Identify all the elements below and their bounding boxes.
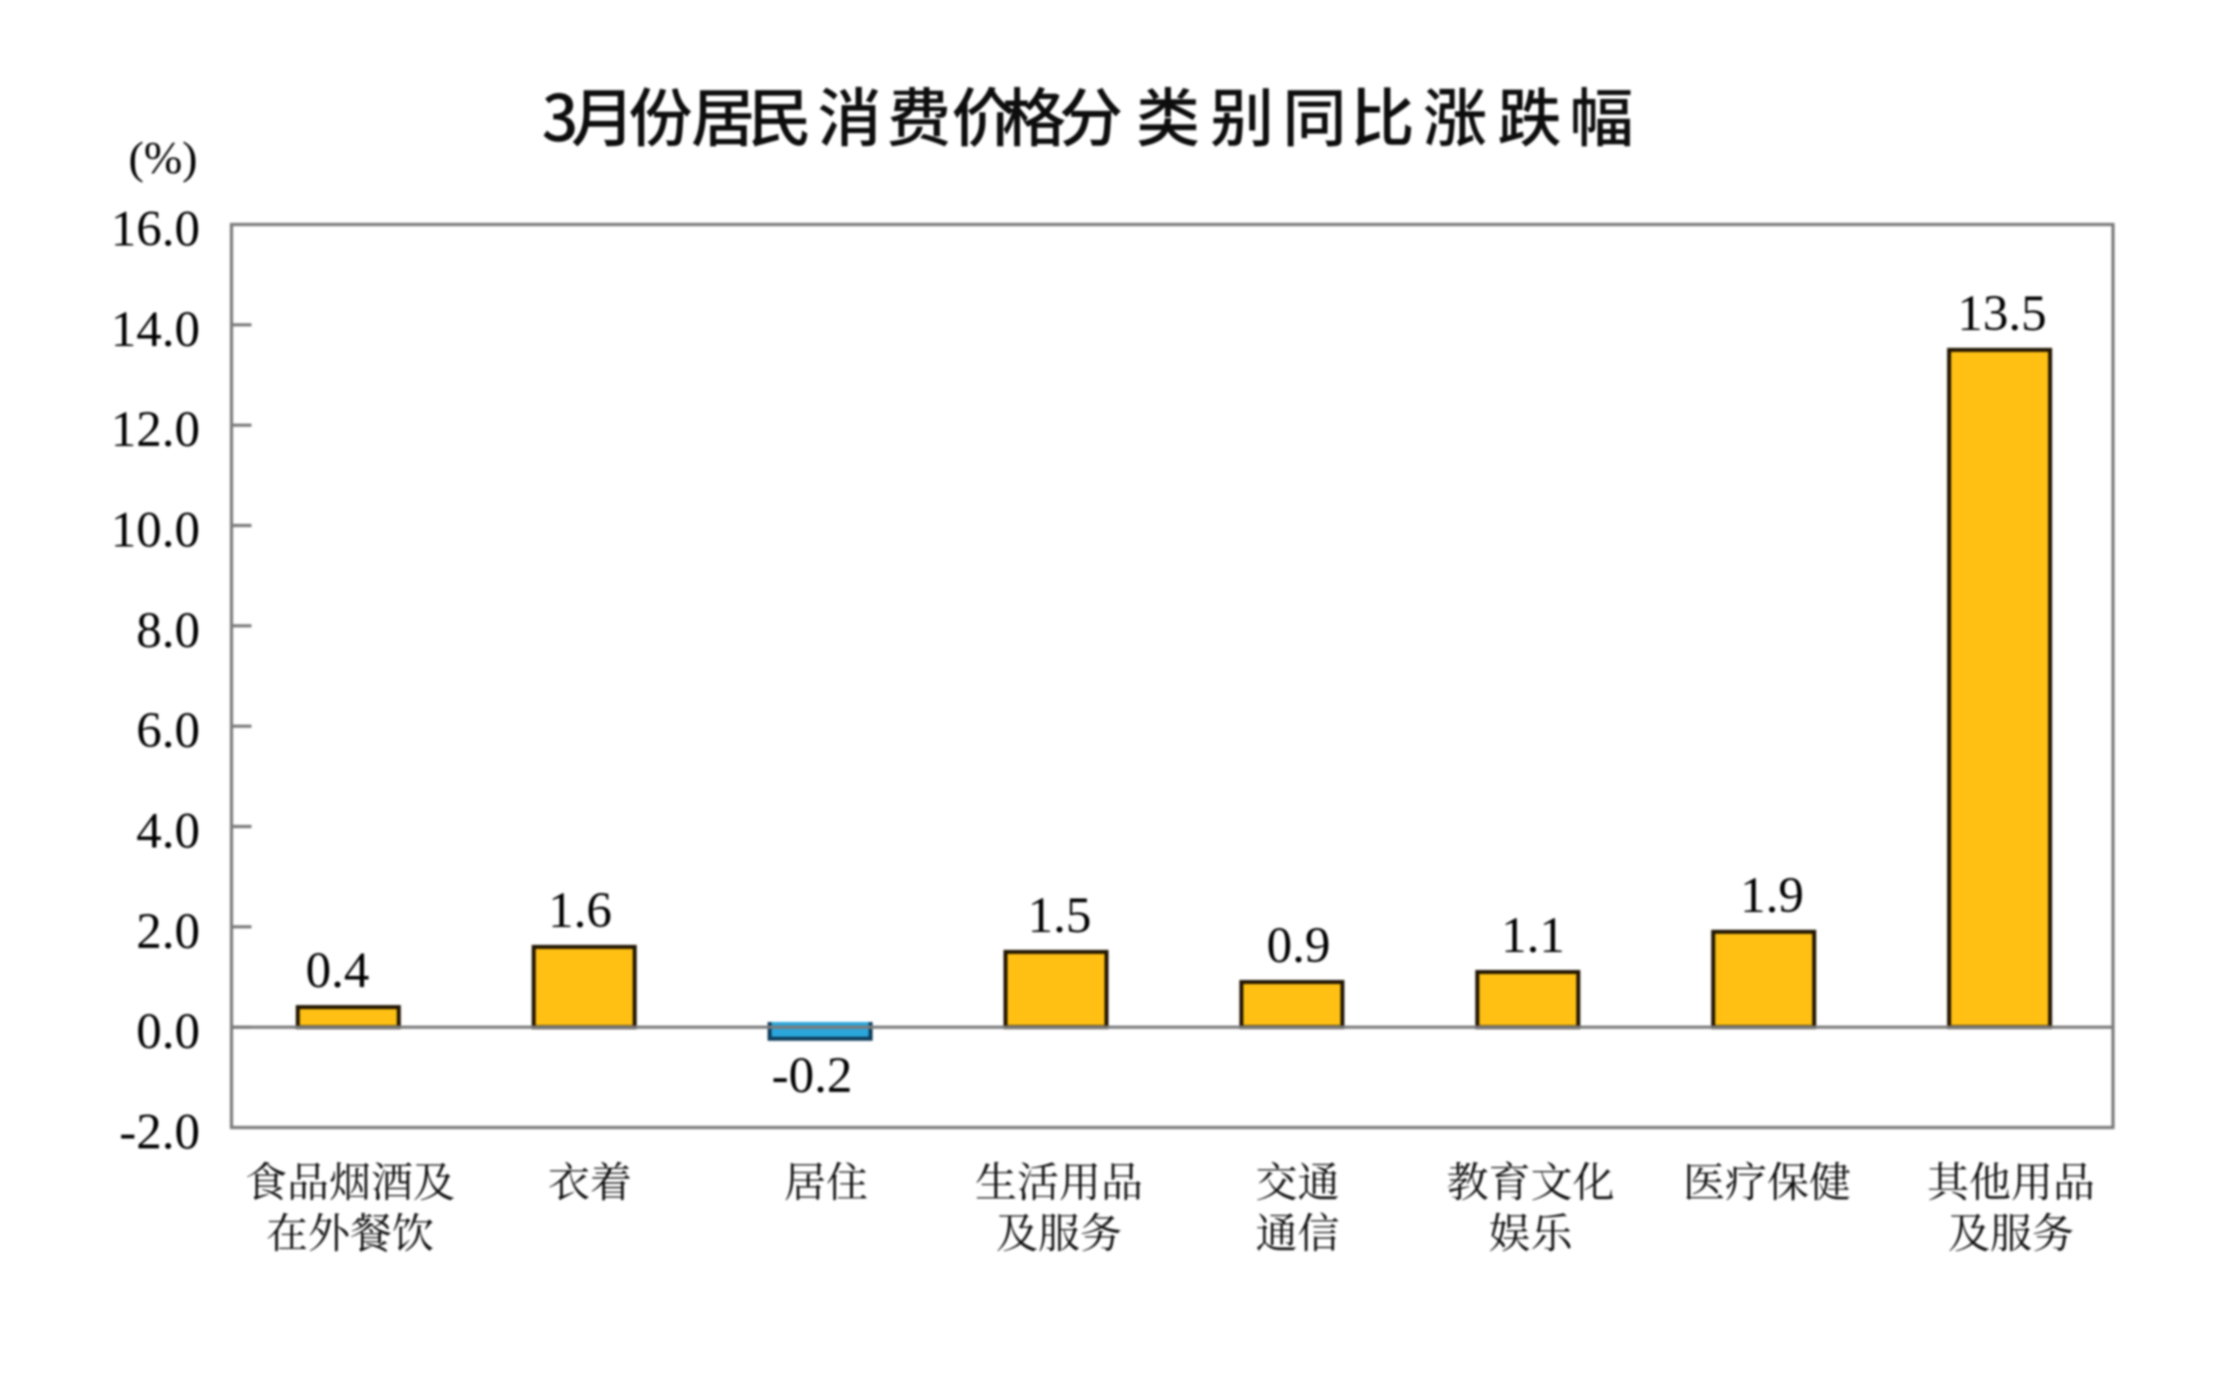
svg-text:14.0: 14.0 (111, 302, 200, 358)
svg-text:2.0: 2.0 (136, 904, 200, 960)
svg-text:6.0: 6.0 (136, 703, 200, 759)
svg-text:1.9: 1.9 (1740, 868, 1804, 924)
svg-text:1.6: 1.6 (548, 883, 612, 939)
svg-text:8.0: 8.0 (136, 603, 200, 659)
svg-text:0.9: 0.9 (1267, 918, 1331, 974)
svg-text:10.0: 10.0 (111, 503, 200, 559)
svg-text:-0.2: -0.2 (772, 1048, 853, 1104)
svg-text:0.0: 0.0 (136, 1004, 200, 1060)
svg-text:1.1: 1.1 (1501, 908, 1565, 964)
svg-text:-2.0: -2.0 (119, 1105, 200, 1161)
svg-text:12.0: 12.0 (111, 402, 200, 458)
svg-text:1.5: 1.5 (1028, 888, 1092, 944)
svg-text:0.4: 0.4 (306, 943, 370, 999)
svg-text:4.0: 4.0 (136, 804, 200, 860)
svg-text:(%): (%) (129, 132, 198, 183)
svg-text:13.5: 13.5 (1957, 286, 2046, 342)
svg-text:16.0: 16.0 (111, 202, 200, 258)
